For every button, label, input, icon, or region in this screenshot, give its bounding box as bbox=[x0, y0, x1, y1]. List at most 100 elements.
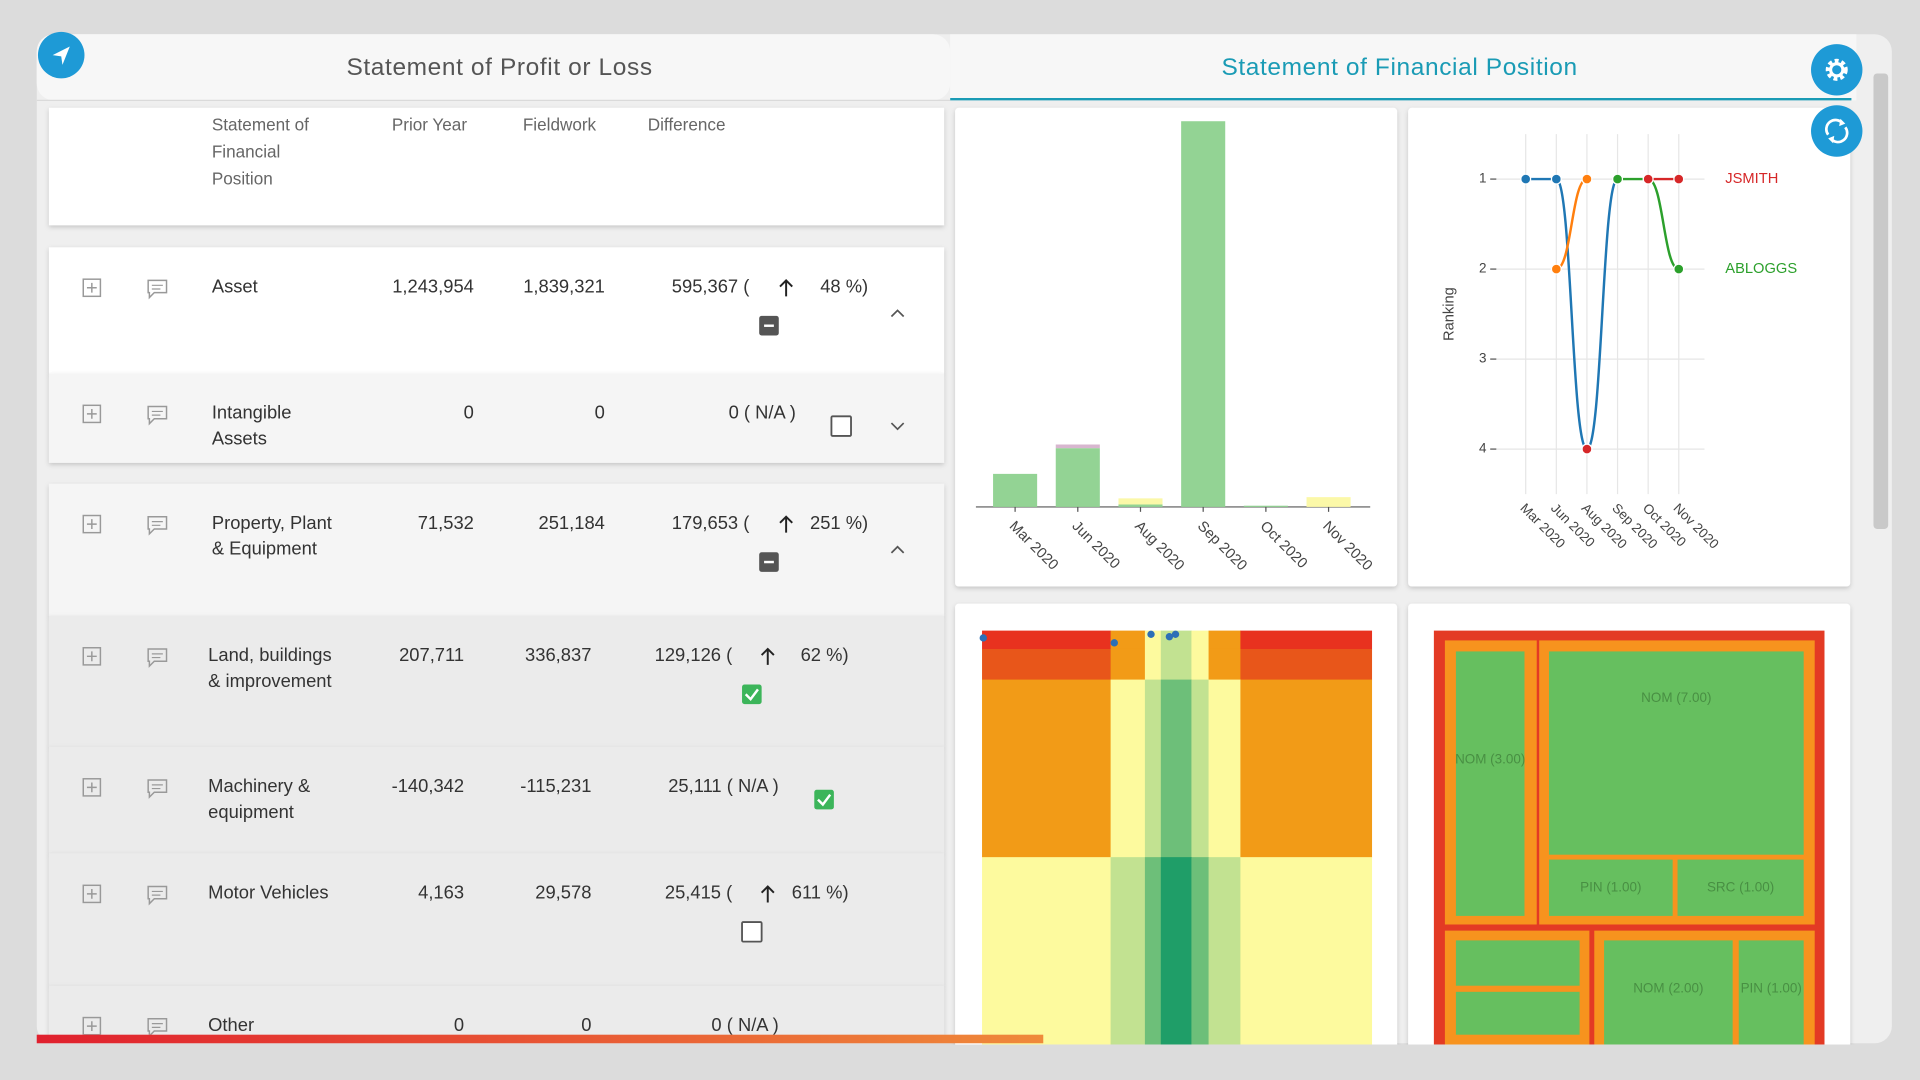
table-row[interactable] bbox=[48, 483, 945, 616]
fieldwork: -115,231 bbox=[520, 775, 591, 796]
row-label: Other bbox=[208, 1014, 254, 1035]
comment-icon[interactable] bbox=[147, 405, 168, 426]
icon-bubble bbox=[147, 648, 168, 668]
icon-plus bbox=[86, 519, 97, 529]
heatmap-cell bbox=[1110, 679, 1146, 858]
add-icon[interactable] bbox=[82, 514, 102, 534]
add-icon[interactable] bbox=[82, 647, 102, 666]
table-row[interactable] bbox=[48, 615, 945, 747]
column-header: Difference bbox=[648, 115, 726, 135]
heatmap-cell bbox=[1208, 679, 1242, 858]
add-icon[interactable] bbox=[82, 404, 102, 424]
treemap-label: NOM (3.00) bbox=[1455, 751, 1525, 766]
difference: 179,653 ( bbox=[672, 512, 750, 533]
icon-bubble bbox=[147, 885, 168, 906]
icon-box bbox=[82, 778, 102, 797]
table-body: Asset 1,243,954 1,839,321 595,367 (48 %) Int… bbox=[48, 247, 945, 1059]
charts: Mar 2020 Jun 2020 Aug 2020 Sep 2020 Oct 2020… bbox=[975, 121, 1825, 1046]
status-checkbox[interactable] bbox=[759, 552, 779, 572]
prior-year: 207,711 bbox=[399, 644, 464, 665]
tab-right[interactable] bbox=[950, 34, 1857, 101]
tab-label[interactable]: Statement of Profit or Loss bbox=[346, 54, 652, 81]
heatmap-cell bbox=[1144, 679, 1162, 858]
difference: 25,415 ( bbox=[665, 882, 732, 903]
treemap-leaf bbox=[1455, 940, 1580, 986]
comment-icon[interactable] bbox=[147, 1018, 168, 1036]
treemap-label: PIN (1.00) bbox=[1741, 980, 1802, 995]
heatmap-cell bbox=[982, 648, 1112, 681]
comment-icon[interactable] bbox=[147, 779, 168, 799]
icon-plus bbox=[86, 282, 97, 293]
settings-button[interactable] bbox=[1811, 44, 1863, 96]
y-tick-label: 2 bbox=[1479, 261, 1486, 276]
row-label: Land, buildings bbox=[208, 644, 332, 665]
heatmap-cell bbox=[1208, 630, 1242, 650]
expand-chevron[interactable] bbox=[890, 422, 905, 431]
prior-year: 0 bbox=[464, 402, 474, 423]
add-icon[interactable] bbox=[82, 278, 102, 298]
table-row[interactable] bbox=[48, 985, 945, 1059]
table-row[interactable] bbox=[48, 746, 945, 854]
icon-box bbox=[82, 1016, 102, 1035]
difference: 129,126 ( bbox=[655, 644, 733, 665]
difference: 25,111 ( N/A ) bbox=[668, 775, 779, 796]
bar bbox=[993, 473, 1038, 507]
add-icon[interactable] bbox=[82, 1016, 102, 1035]
treemap-label: NOM (7.00) bbox=[1641, 690, 1711, 705]
expand-chevron[interactable] bbox=[890, 545, 905, 554]
table-row[interactable] bbox=[48, 247, 945, 374]
box bbox=[814, 789, 834, 810]
status-checkbox[interactable] bbox=[814, 789, 834, 810]
status-checkbox[interactable] bbox=[741, 921, 763, 943]
scrollbar[interactable] bbox=[1873, 73, 1889, 529]
icon-bubble bbox=[147, 516, 168, 536]
treemap-leaf bbox=[1548, 859, 1673, 916]
status-checkbox[interactable] bbox=[830, 415, 852, 437]
comment-icon[interactable] bbox=[147, 516, 168, 536]
comment-icon[interactable] bbox=[147, 279, 168, 300]
icon-lines bbox=[151, 1023, 163, 1028]
trend-arrow bbox=[760, 647, 775, 665]
nav-button[interactable] bbox=[37, 31, 85, 79]
status-checkbox[interactable] bbox=[759, 315, 779, 336]
table-row[interactable] bbox=[48, 853, 945, 986]
difference: 0 ( N/A ) bbox=[711, 1014, 778, 1035]
treemap-label: NOM (2.00) bbox=[1633, 980, 1703, 995]
scatter-dot bbox=[979, 634, 987, 642]
icon-lines bbox=[151, 890, 163, 896]
prior-year: 0 bbox=[454, 1014, 464, 1035]
tab-left[interactable] bbox=[36, 34, 951, 101]
icon-lines bbox=[151, 521, 163, 526]
table-header bbox=[48, 107, 945, 226]
comment-icon[interactable] bbox=[147, 648, 168, 668]
treemap-leaf bbox=[1548, 651, 1804, 855]
refresh-button[interactable] bbox=[1811, 105, 1863, 157]
column-header: Position bbox=[212, 169, 273, 189]
prior-year: -140,342 bbox=[392, 775, 464, 796]
difference: 595,367 ( bbox=[672, 276, 750, 297]
column-header: Fieldwork bbox=[523, 115, 597, 135]
line-marker bbox=[1520, 173, 1532, 185]
treemap-leaf bbox=[1455, 991, 1580, 1035]
heatmap-cell bbox=[1240, 857, 1373, 1046]
status-checkbox[interactable] bbox=[742, 684, 762, 705]
treemap-leaf bbox=[1604, 940, 1733, 1045]
expand-chevron[interactable] bbox=[890, 309, 905, 318]
icon-bubble bbox=[147, 279, 168, 300]
icon-bubble bbox=[147, 779, 168, 799]
table-row[interactable] bbox=[48, 373, 945, 463]
add-icon[interactable] bbox=[82, 884, 102, 904]
heatmap-cell bbox=[982, 630, 1112, 650]
bar bbox=[1306, 497, 1351, 507]
tab-label[interactable]: Statement of Financial Position bbox=[1221, 54, 1577, 81]
column-header: Prior Year bbox=[392, 115, 468, 135]
series-label: JSMITH bbox=[1725, 171, 1778, 187]
icon-box bbox=[82, 884, 102, 904]
heatmap-cell bbox=[1240, 679, 1373, 858]
backdrop-bottom bbox=[0, 1044, 1920, 1080]
scatter-dot bbox=[1110, 639, 1118, 647]
box bbox=[741, 921, 763, 943]
comment-icon[interactable] bbox=[147, 885, 168, 906]
add-icon[interactable] bbox=[82, 778, 102, 797]
